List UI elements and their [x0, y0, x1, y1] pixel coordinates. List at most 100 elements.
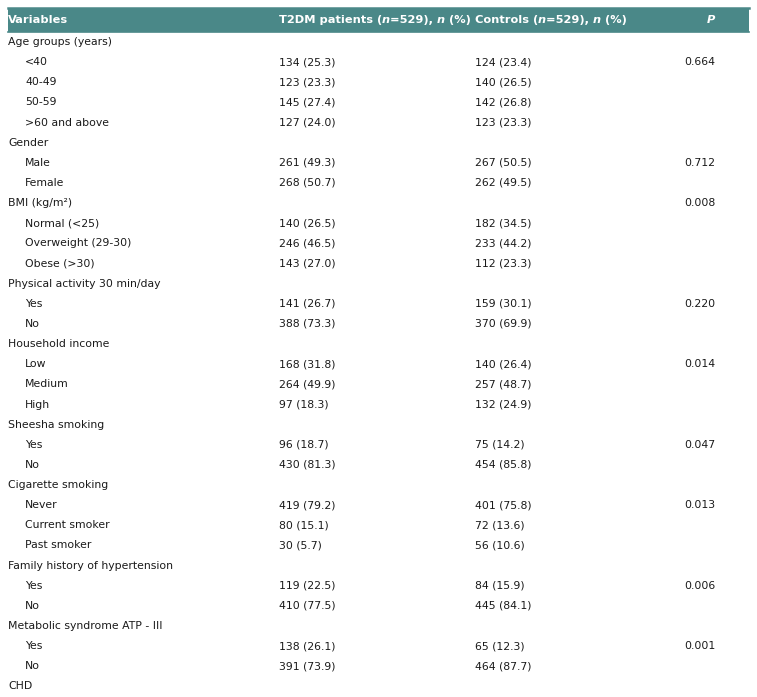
Text: Cigarette smoking: Cigarette smoking	[8, 480, 108, 490]
Text: 142 (26.8): 142 (26.8)	[475, 98, 531, 107]
Text: 30 (5.7): 30 (5.7)	[279, 540, 322, 551]
Text: 140 (26.5): 140 (26.5)	[279, 218, 335, 228]
Text: P: P	[707, 15, 715, 25]
Text: Past smoker: Past smoker	[25, 540, 92, 551]
Text: 159 (30.1): 159 (30.1)	[475, 299, 531, 309]
Text: CHD: CHD	[8, 682, 33, 691]
Text: Normal (<25): Normal (<25)	[25, 218, 99, 228]
Text: Sheesha smoking: Sheesha smoking	[8, 420, 104, 429]
Text: 233 (44.2): 233 (44.2)	[475, 238, 531, 248]
Text: 138 (26.1): 138 (26.1)	[279, 641, 335, 651]
Text: 140 (26.4): 140 (26.4)	[475, 359, 531, 369]
Text: High: High	[25, 399, 50, 410]
Text: 40-49: 40-49	[25, 77, 57, 87]
Text: Yes: Yes	[25, 440, 42, 450]
Text: Controls (: Controls (	[475, 15, 538, 25]
Text: Current smoker: Current smoker	[25, 521, 110, 530]
Text: 145 (27.4): 145 (27.4)	[279, 98, 335, 107]
Text: 262 (49.5): 262 (49.5)	[475, 178, 531, 188]
Text: 370 (69.9): 370 (69.9)	[475, 319, 531, 329]
Text: Physical activity 30 min/day: Physical activity 30 min/day	[8, 279, 160, 289]
Text: 124 (23.4): 124 (23.4)	[475, 57, 531, 67]
Text: n: n	[538, 15, 546, 25]
Text: =529),: =529),	[390, 15, 437, 25]
Text: 464 (87.7): 464 (87.7)	[475, 661, 531, 671]
Text: 50-59: 50-59	[25, 98, 57, 107]
Text: 72 (13.6): 72 (13.6)	[475, 521, 525, 530]
Text: =529),: =529),	[546, 15, 593, 25]
Text: <40: <40	[25, 57, 48, 67]
Text: Yes: Yes	[25, 581, 42, 591]
Text: 56 (10.6): 56 (10.6)	[475, 540, 525, 551]
Text: No: No	[25, 601, 40, 611]
Text: 0.220: 0.220	[684, 299, 715, 309]
Text: Metabolic syndrome ATP - III: Metabolic syndrome ATP - III	[8, 621, 163, 631]
Text: 134 (25.3): 134 (25.3)	[279, 57, 335, 67]
Text: 0.001: 0.001	[684, 641, 715, 651]
Text: 0.047: 0.047	[684, 440, 715, 450]
Text: 168 (31.8): 168 (31.8)	[279, 359, 335, 369]
Text: Family history of hypertension: Family history of hypertension	[8, 560, 173, 571]
Text: n: n	[382, 15, 390, 25]
Text: Female: Female	[25, 178, 64, 188]
Text: No: No	[25, 319, 40, 329]
Text: 0.006: 0.006	[684, 581, 715, 591]
Text: >60 and above: >60 and above	[25, 118, 109, 128]
Text: 257 (48.7): 257 (48.7)	[475, 379, 531, 390]
Text: 123 (23.3): 123 (23.3)	[279, 77, 335, 87]
Text: 123 (23.3): 123 (23.3)	[475, 118, 531, 128]
Text: Yes: Yes	[25, 641, 42, 651]
Text: 410 (77.5): 410 (77.5)	[279, 601, 335, 611]
Text: 264 (49.9): 264 (49.9)	[279, 379, 335, 390]
Text: 445 (84.1): 445 (84.1)	[475, 601, 531, 611]
Text: 84 (15.9): 84 (15.9)	[475, 581, 525, 591]
Text: 430 (81.3): 430 (81.3)	[279, 460, 335, 470]
Text: 0.013: 0.013	[684, 500, 715, 510]
Text: 112 (23.3): 112 (23.3)	[475, 259, 531, 268]
Text: 261 (49.3): 261 (49.3)	[279, 158, 335, 168]
Text: No: No	[25, 661, 40, 671]
Text: 388 (73.3): 388 (73.3)	[279, 319, 335, 329]
Text: 127 (24.0): 127 (24.0)	[279, 118, 335, 128]
Text: Male: Male	[25, 158, 51, 168]
Text: 65 (12.3): 65 (12.3)	[475, 641, 525, 651]
Text: 0.664: 0.664	[684, 57, 715, 67]
Text: No: No	[25, 460, 40, 470]
Text: 75 (14.2): 75 (14.2)	[475, 440, 525, 450]
Text: Yes: Yes	[25, 299, 42, 309]
Text: Low: Low	[25, 359, 46, 369]
Text: 143 (27.0): 143 (27.0)	[279, 259, 335, 268]
Text: Age groups (years): Age groups (years)	[8, 37, 112, 47]
Text: 391 (73.9): 391 (73.9)	[279, 661, 335, 671]
Text: 454 (85.8): 454 (85.8)	[475, 460, 531, 470]
Text: 80 (15.1): 80 (15.1)	[279, 521, 329, 530]
Text: 182 (34.5): 182 (34.5)	[475, 218, 531, 228]
Text: 0.008: 0.008	[684, 198, 715, 208]
Text: 132 (24.9): 132 (24.9)	[475, 399, 531, 410]
Text: 96 (18.7): 96 (18.7)	[279, 440, 329, 450]
Bar	[8, 8, 749, 32]
Text: Household income: Household income	[8, 339, 110, 349]
Text: 97 (18.3): 97 (18.3)	[279, 399, 329, 410]
Text: Never: Never	[25, 500, 58, 510]
Text: 267 (50.5): 267 (50.5)	[475, 158, 531, 168]
Text: Obese (>30): Obese (>30)	[25, 259, 95, 268]
Text: 401 (75.8): 401 (75.8)	[475, 500, 531, 510]
Text: 246 (46.5): 246 (46.5)	[279, 238, 335, 248]
Text: 119 (22.5): 119 (22.5)	[279, 581, 335, 591]
Text: 419 (79.2): 419 (79.2)	[279, 500, 335, 510]
Text: 141 (26.7): 141 (26.7)	[279, 299, 335, 309]
Text: Variables: Variables	[8, 15, 68, 25]
Text: Medium: Medium	[25, 379, 69, 390]
Text: 268 (50.7): 268 (50.7)	[279, 178, 335, 188]
Text: 0.014: 0.014	[684, 359, 715, 369]
Text: BMI (kg/m²): BMI (kg/m²)	[8, 198, 73, 208]
Text: Overweight (29-30): Overweight (29-30)	[25, 238, 132, 248]
Text: (%): (%)	[445, 15, 471, 25]
Text: Gender: Gender	[8, 138, 48, 148]
Text: n: n	[593, 15, 601, 25]
Text: n: n	[437, 15, 445, 25]
Text: (%): (%)	[601, 15, 627, 25]
Text: 0.712: 0.712	[684, 158, 715, 168]
Text: 140 (26.5): 140 (26.5)	[475, 77, 531, 87]
